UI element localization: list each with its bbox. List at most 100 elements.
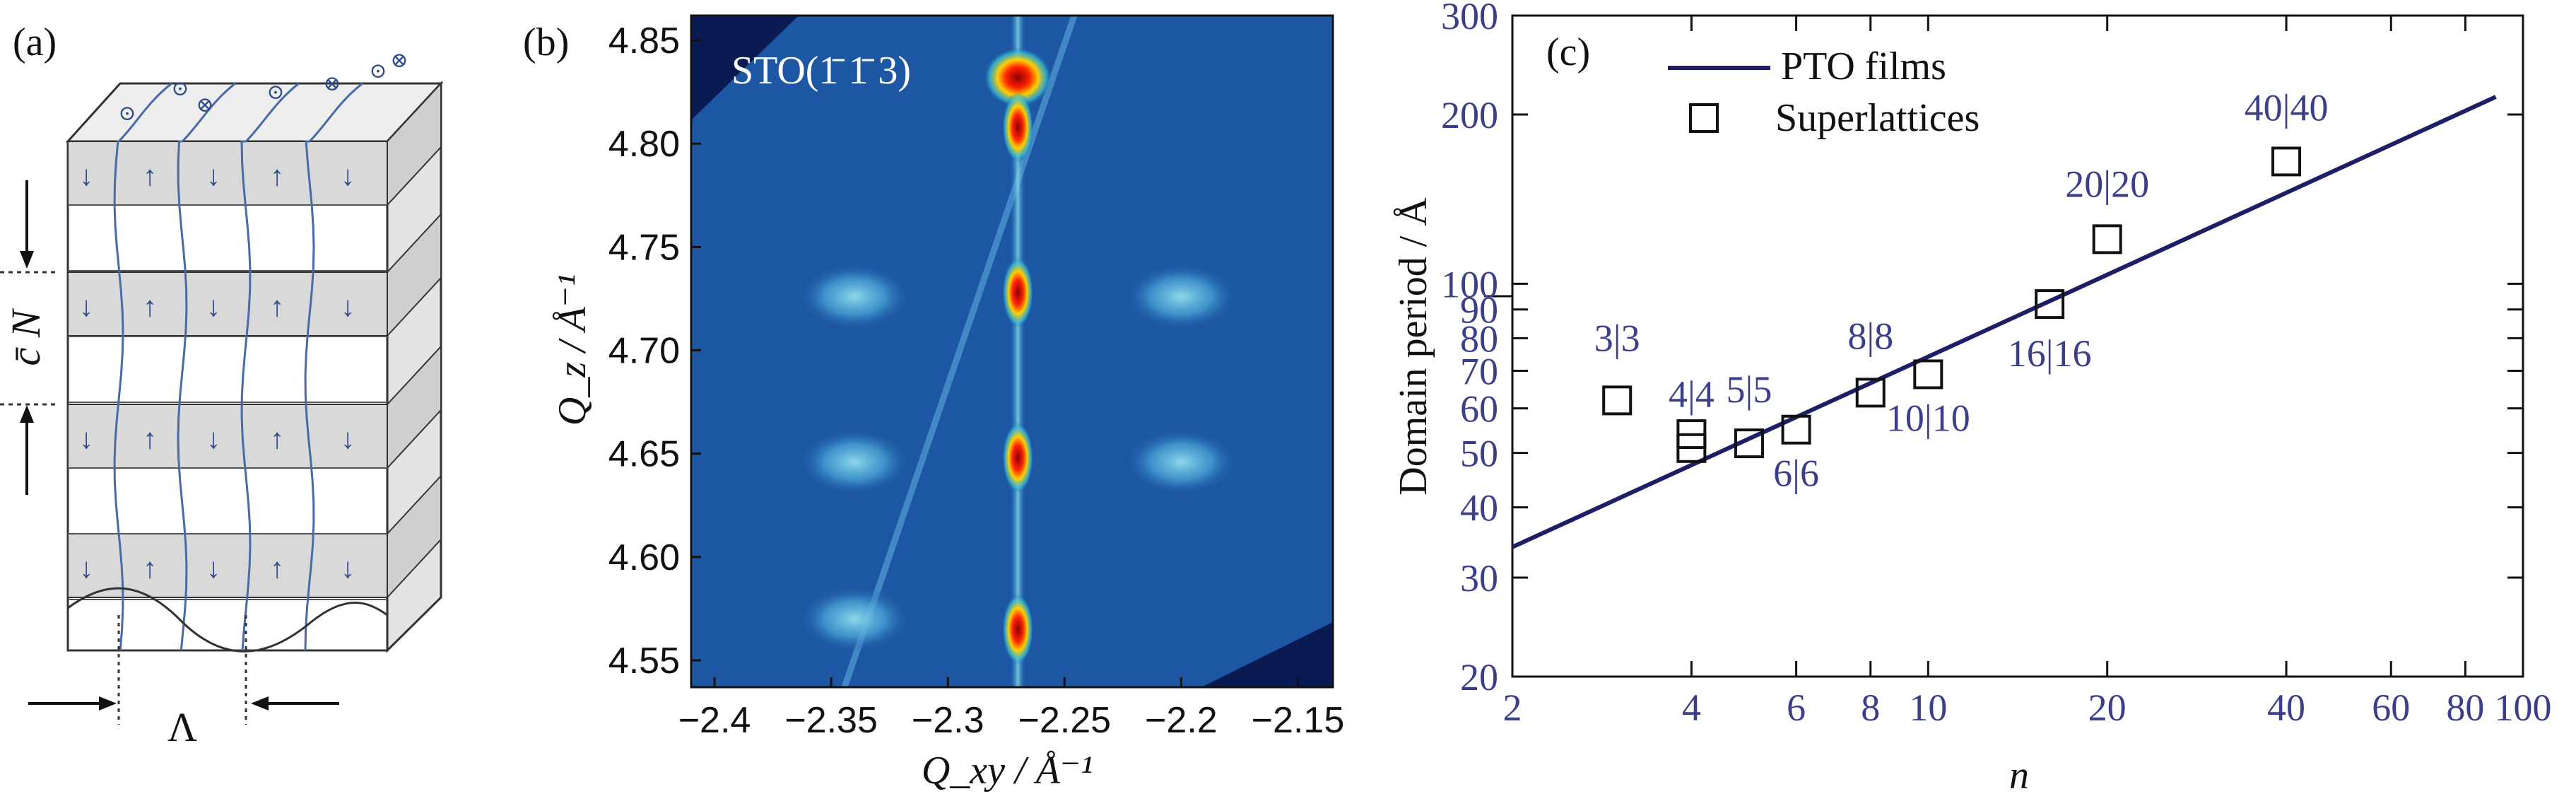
ferroelectric-layer-side [387,81,442,207]
domain-wall [113,140,124,651]
panel-b-rsm: (b) STO(1̄ 1̄ 3) −2.4 −2.35 −2.3 −2.25 −2.2−… [523,14,1345,793]
top-marker: ⊗ [196,93,213,117]
top-marker: ⊙ [369,59,387,83]
wavy-bottom-edge [67,587,388,653]
superlattice-marker [2035,289,2065,320]
polarization-arrow: ↓ [79,423,93,455]
ferroelectric-layers [67,81,442,600]
plot-y-tick-label: 50 [1460,433,1498,475]
rsm-x-tick-label: −2.25 [1018,700,1112,741]
domain-wall-top [245,82,300,143]
pto-films-fit-line [1511,95,2497,549]
polarization-arrow: ↓ [206,552,220,584]
polarization-arrow: ↑ [270,160,284,192]
rsm-dark-corner-bottom [1201,622,1333,687]
period-indicator: Λ [28,615,339,750]
rsm-x-ticks: −2.4 −2.35 −2.3 −2.25 −2.2 −2.15 [678,677,1345,741]
polarization-arrow: ↑ [270,552,284,584]
plot-x-tick-label: 100 [2495,686,2552,729]
rsm-satellite-peak [799,264,910,329]
plot-x-tick-labels: 2 4 6 8 10 20 40 60 80 100 [1503,686,2552,729]
domain-wall-top [117,82,172,143]
legend-marker-label: Superlattices [1775,96,1980,140]
superlattice-label: 6|6 [1773,452,1819,495]
plot-y-tick-label: 300 [1441,0,1498,37]
plot-x-tick-label: 2 [1503,686,1522,729]
rsm-satellite-peak [799,429,910,495]
rsm-peak [1002,91,1034,163]
superlattice-label: 5|5 [1727,368,1772,411]
rsm-x-tick-label: −2.3 [912,700,984,741]
top-surface-markers: ⊙ ⊗⊙ ⊗⊙ ⊗⊙ [118,49,408,125]
domain-wall [304,140,315,651]
legend-marker-swatch [1689,103,1719,133]
top-marker: ⊗ [390,49,408,72]
rsm-y-tick-label: 4.70 [608,331,680,372]
polarization-arrow: ↓ [79,160,93,192]
superlattice-marker [1855,378,1886,408]
polarization-arrow: ↓ [341,291,355,322]
plot-y-tick-label: 80 [1460,317,1498,360]
period-symbol: Λ [167,704,197,750]
polarization-arrow: ↑ [143,160,157,192]
domain-wall-top [181,82,236,143]
plot-y-axis-label: Domain period / Å [1392,197,1435,496]
superlattice-label: 8|8 [1847,315,1893,357]
rsm-y-tick-label: 4.55 [608,641,680,682]
polarization-arrow: ↑ [143,291,157,322]
domain-wall [177,140,188,651]
ferroelectric-layer [67,271,388,337]
ferroelectric-layer-side [387,212,442,338]
rsm-satellite-peak [1126,264,1237,329]
polarization-arrow: ↓ [79,291,93,322]
rsm-x-tick-label: −2.4 [678,700,751,741]
plot-y-tick-label: 100 [1441,263,1498,305]
superlattice-label: 4|4 [1669,373,1715,416]
polarization-arrow: ↓ [206,291,220,322]
superlattice-marker [1913,359,1943,390]
rsm-x-tick-label: −2.35 [784,700,878,741]
plot-x-tick-label: 40 [2267,686,2305,729]
rsm-y-ticks: 4.85 4.80 4.75 4.70 4.65 4.60 4.55 [608,21,701,682]
truncation-rod [1011,16,1025,687]
superlattice-marker [1734,428,1764,459]
superlattice-marker [2092,224,2122,255]
rsm-y-tick-label: 4.60 [608,537,680,578]
pto-films-line [1511,95,2497,549]
rsm-y-tick-label: 4.85 [608,21,680,62]
plot-x-tick-label: 80 [2446,686,2484,729]
plot-y-tick-label: 40 [1460,487,1498,530]
rsm-y-axis-label: Q_z / Å⁻¹ [551,274,594,426]
rsm-peak [984,47,1052,107]
panel-c-domain-period: (c) 2 4 6 8 10 20 40 60 80 100 203040506070809010… [1392,0,2552,797]
rsm-satellite-peak [1126,429,1237,495]
rsm-x-tick-label: −2.15 [1252,700,1345,741]
polarization-arrow: ↓ [206,423,220,455]
rsm-peak [1002,594,1034,665]
panel-b-label: (b) [523,21,569,64]
panel-a-label: (a) [13,21,57,64]
ferroelectric-layer-side [387,344,442,470]
polarization-arrow: ↓ [341,552,355,584]
superlattice-marker [1676,419,1707,450]
superlattice-marker [1781,414,1811,445]
polarization-arrow: ↑ [270,423,284,455]
rsm-x-tick-label: −2.2 [1145,700,1218,741]
top-marker: ⊙ [171,77,189,100]
polarization-arrow: ↓ [206,160,220,192]
plot-ticks [1484,14,2524,678]
plot-y-tick-label: 70 [1460,350,1498,392]
plot-x-tick-label: 6 [1787,686,1806,729]
plot-y-tick-label: 30 [1460,557,1498,600]
top-marker: ⊙ [118,102,136,125]
substrate-annotation: STO(1̄ 1̄ 3) [731,49,911,93]
top-marker: ⊙ [266,81,284,104]
top-marker: ⊗ [323,72,341,95]
panel-a-schematic: (a) ↓ ↑ ↓ ↑ ↓↓ ↑ ↓ ↑ ↓↓ ↑ ↓ ↑ ↓↓ ↑ ↓ ↑ ↓ ⊙ ⊗⊙ ⊗⊙ ⊗⊙ c̄ N [0,21,444,750]
legend: PTO films Superlattices [1668,45,1980,140]
plot-y-tick-label: 20 [1460,656,1498,698]
polarization-arrow: ↑ [143,423,157,455]
rsm-y-tick-label: 4.65 [608,434,680,475]
superlattice-label: 3|3 [1594,317,1640,359]
